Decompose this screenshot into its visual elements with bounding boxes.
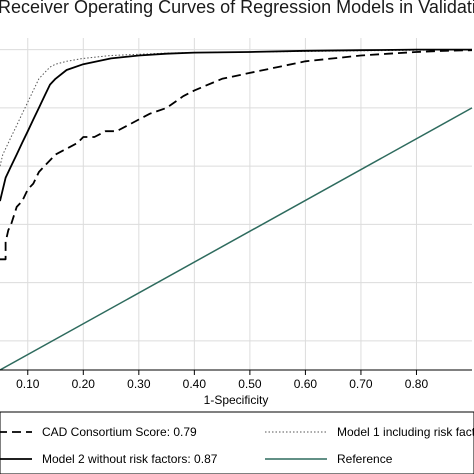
x-tick-label: 0.70	[349, 377, 373, 391]
x-axis-label: 1-Specificity	[204, 393, 269, 407]
series-line-1	[0, 49, 473, 167]
legend: CAD Consortium Score: 0.79 Model 1 includ…	[0, 411, 474, 474]
chart-title: Receiver Operating Curves of Regression …	[0, 0, 474, 17]
legend-label: CAD Consortium Score: 0.79	[42, 425, 197, 439]
x-tick-label: 0.50	[238, 377, 262, 391]
legend-label: Reference	[337, 452, 393, 466]
series-line-3	[0, 107, 473, 371]
plot-area	[0, 38, 472, 370]
axes: 0.10 0.20 0.30 0.40 0.50 0.60 0.70 0.80	[0, 369, 472, 391]
legend-box	[0, 411, 474, 474]
series-line-2	[0, 48, 472, 202]
legend-label: Model 1 including risk factors	[337, 425, 474, 439]
series-line-0	[0, 49, 473, 261]
x-tick-label: 0.60	[294, 377, 318, 391]
series-group	[0, 48, 473, 371]
x-tick-label: 0.30	[127, 377, 151, 391]
x-tick-label: 0.20	[72, 377, 96, 391]
x-tick-label: 0.80	[405, 377, 429, 391]
x-tick-label: 0.40	[183, 377, 207, 391]
gridlines	[0, 38, 472, 370]
legend-label: Model 2 without risk factors: 0.87	[42, 452, 218, 466]
x-tick-label: 0.10	[16, 377, 40, 391]
